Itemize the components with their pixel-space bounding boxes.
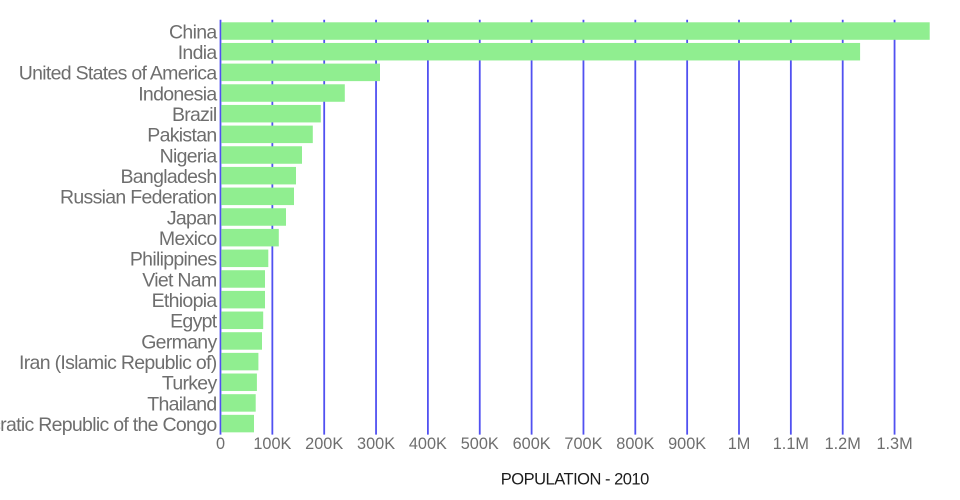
svg-text:100K: 100K <box>253 435 291 453</box>
svg-text:Indonesia: Indonesia <box>138 83 217 105</box>
svg-text:Philippines: Philippines <box>130 249 218 271</box>
svg-text:1.1M: 1.1M <box>773 435 809 453</box>
svg-text:Ethiopia: Ethiopia <box>152 290 218 312</box>
svg-text:Bangladesh: Bangladesh <box>120 166 216 188</box>
svg-text:500K: 500K <box>461 435 499 453</box>
svg-text:1.2M: 1.2M <box>825 435 861 453</box>
svg-text:600K: 600K <box>513 435 551 453</box>
svg-text:Iran (Islamic Republic of): Iran (Islamic Republic of) <box>19 352 217 374</box>
svg-text:Viet Nam: Viet Nam <box>142 269 216 291</box>
svg-text:China: China <box>169 21 217 43</box>
svg-text:300K: 300K <box>357 435 395 453</box>
svg-text:Thailand: Thailand <box>147 393 216 415</box>
svg-text:0: 0 <box>216 435 225 453</box>
svg-text:Egypt: Egypt <box>170 311 218 333</box>
svg-text:1.3M: 1.3M <box>876 435 912 453</box>
svg-text:1M: 1M <box>728 435 751 453</box>
svg-text:Mexico: Mexico <box>159 228 217 250</box>
svg-text:Brazil: Brazil <box>172 104 217 126</box>
svg-text:Japan: Japan <box>167 207 217 229</box>
svg-text:700K: 700K <box>564 435 602 453</box>
svg-text:400K: 400K <box>409 435 447 453</box>
svg-text:Nigeria: Nigeria <box>160 145 218 167</box>
svg-text:Germany: Germany <box>141 331 217 353</box>
svg-text:900K: 900K <box>668 435 706 453</box>
svg-text:Russian Federation: Russian Federation <box>60 187 217 209</box>
svg-text:Democratic Republic of the Con: Democratic Republic of the Congo <box>0 414 217 436</box>
svg-text:India: India <box>178 42 218 64</box>
svg-text:Turkey: Turkey <box>162 373 218 395</box>
svg-text:800K: 800K <box>616 435 654 453</box>
svg-text:United States of America: United States of America <box>19 63 218 85</box>
svg-text:200K: 200K <box>305 435 343 453</box>
svg-text:Pakistan: Pakistan <box>147 125 216 147</box>
svg-text:POPULATION - 2010: POPULATION - 2010 <box>501 471 649 489</box>
